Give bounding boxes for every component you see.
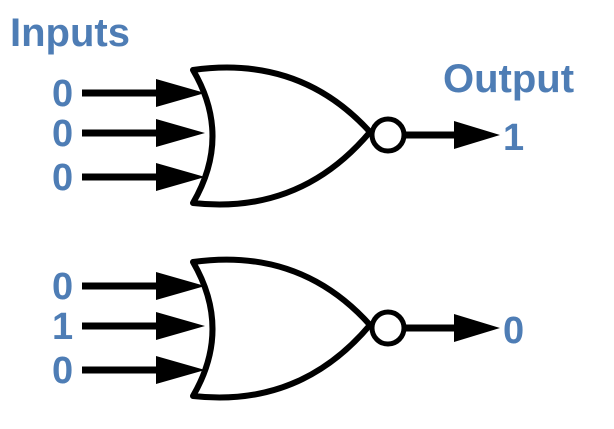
gate-1-output-value: 1 — [503, 117, 524, 159]
gate-2-input-2-value: 1 — [52, 306, 73, 348]
gate-1-input-2-value: 0 — [52, 113, 73, 155]
gate-1-input-1-value: 0 — [52, 73, 73, 115]
gate-1-input-arrow-2 — [156, 119, 205, 147]
gate-2-input-3-value: 0 — [52, 350, 73, 392]
gate-1-input-arrow-1 — [156, 79, 205, 107]
gate-2-input-arrow-3 — [156, 356, 205, 384]
nor-gate-2: 0 1 0 0 — [52, 256, 524, 401]
gate-1-input-arrow-3 — [156, 163, 205, 191]
inputs-heading: Inputs — [10, 11, 130, 55]
gate-1-input-3-value: 0 — [52, 157, 73, 199]
output-heading: Output — [443, 57, 574, 101]
gate-2-input-arrow-2 — [156, 312, 205, 340]
gate-2-body — [190, 256, 373, 401]
gate-1-output-arrow — [454, 121, 500, 149]
gate-2-inversion-bubble — [369, 309, 407, 347]
gate-2-input-1-value: 0 — [52, 266, 73, 308]
gate-1-body — [190, 64, 373, 208]
gate-2-input-arrow-1 — [156, 272, 205, 300]
gate-2-output-value: 0 — [503, 310, 524, 352]
nor-gate-1: 0 0 0 1 — [52, 64, 524, 208]
gate-1-inversion-bubble — [369, 116, 407, 154]
gate-2-output-arrow — [454, 314, 500, 342]
